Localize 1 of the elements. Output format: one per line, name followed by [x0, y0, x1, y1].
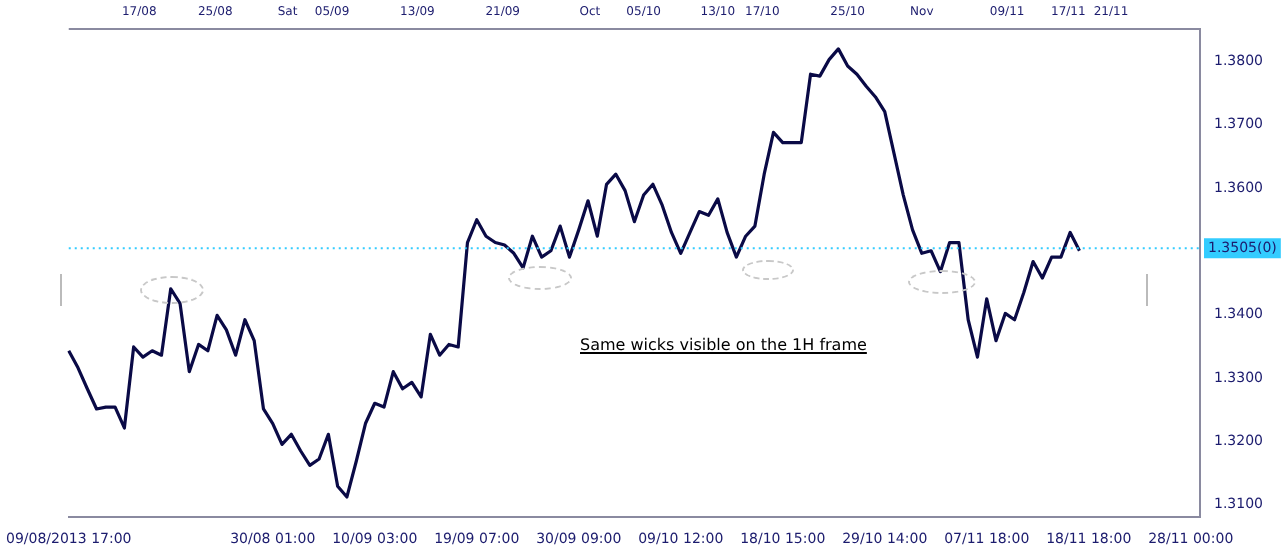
annotation: Same wicks visible on the 1H frame	[580, 336, 867, 354]
